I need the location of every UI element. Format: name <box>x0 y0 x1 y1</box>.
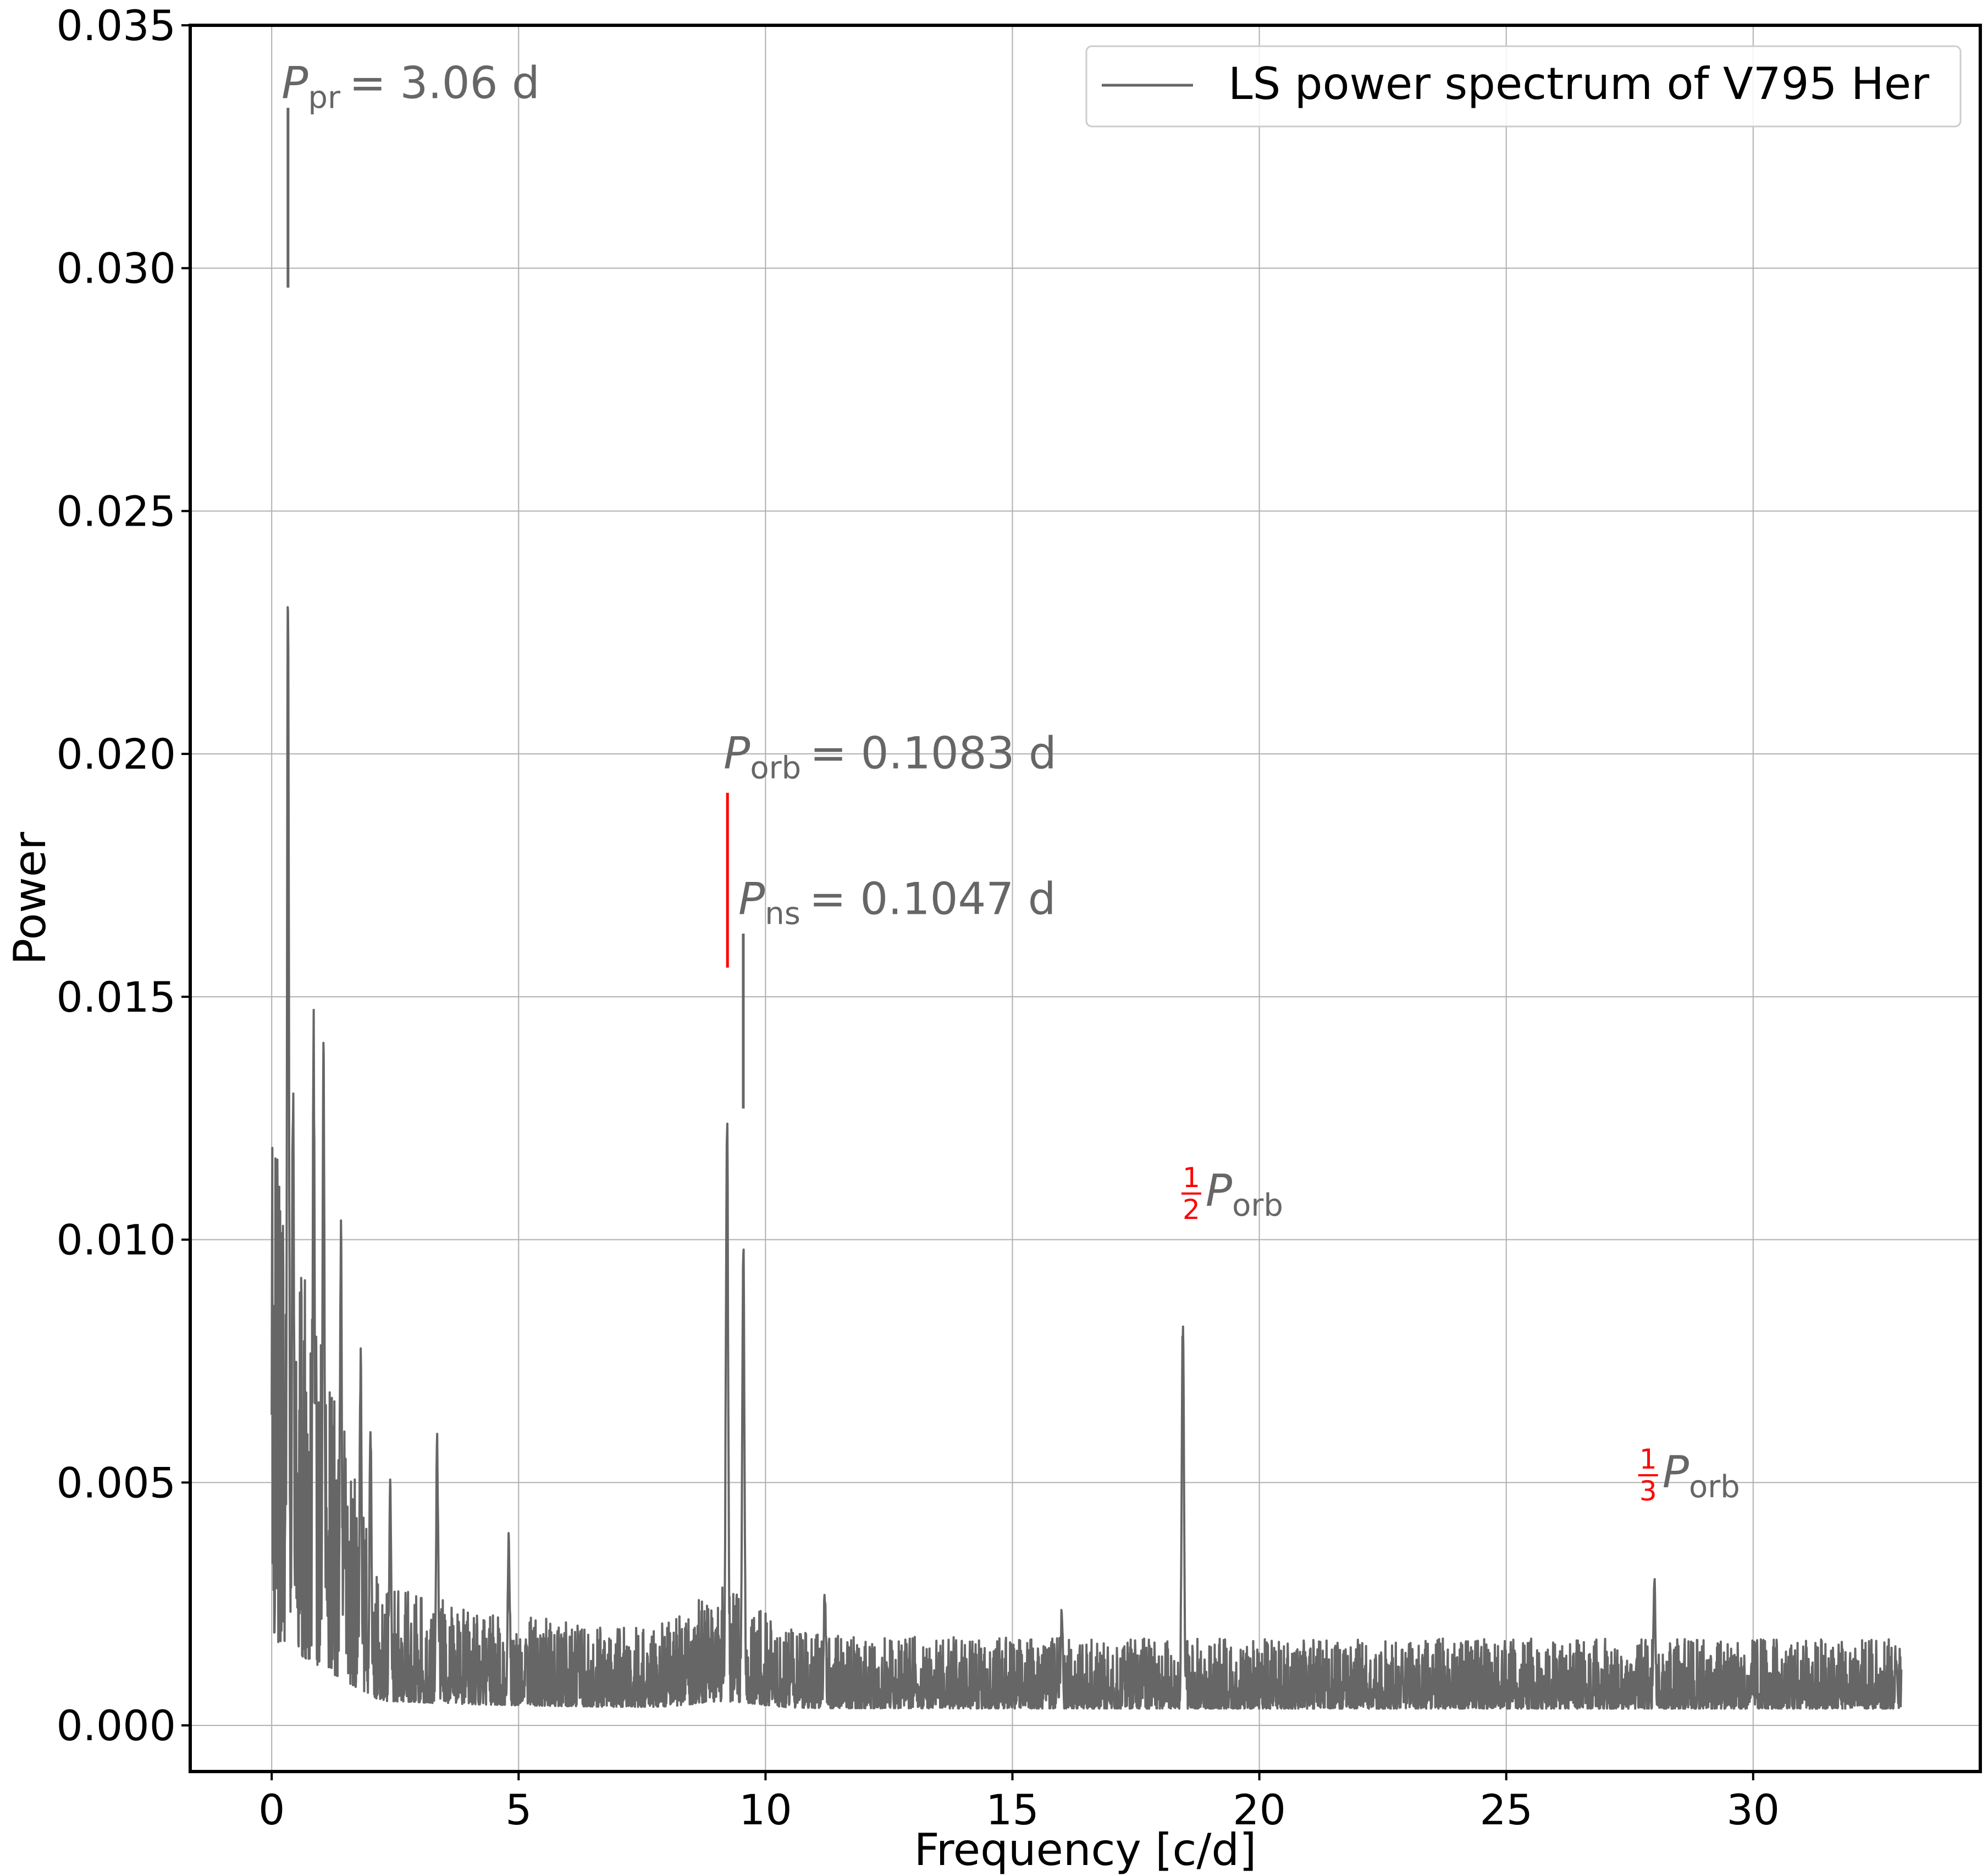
annotation-third: 13 Porb <box>1638 1443 1740 1507</box>
fraction-numerator: 1 <box>1183 1162 1200 1194</box>
y-tick-label: 0.030 <box>56 244 176 293</box>
x-tick-label: 25 <box>1479 1785 1533 1834</box>
fraction-numerator: 1 <box>1639 1443 1657 1475</box>
annotation-text: Porb <box>1206 1165 1283 1223</box>
x-tick-label: 5 <box>505 1785 532 1834</box>
annotation-text: Porb <box>1663 1447 1740 1505</box>
fraction-denominator: 2 <box>1183 1194 1200 1226</box>
annotation-text: Porb = 0.1083 d <box>724 728 1057 786</box>
legend-box <box>1085 45 1962 128</box>
x-tick-label: 0 <box>258 1785 285 1834</box>
axis-ticks: 0 5 10 15 20 25 30 0.000 0.005 0.010 0.015 0.020 0.0… <box>56 1 1780 1834</box>
legend-entry-label: LS power spectrum of V795 Her <box>1228 58 1929 109</box>
x-tick-label: 30 <box>1726 1785 1780 1834</box>
y-axis-label: Power <box>4 832 56 965</box>
legend: LS power spectrum of V795 Her <box>1085 45 1962 128</box>
x-tick-label: 10 <box>739 1785 792 1834</box>
annotation-text: Pns = 0.1047 d <box>738 874 1056 932</box>
y-tick-label: 0.015 <box>56 973 176 1022</box>
y-tick-label: 0.025 <box>56 487 176 536</box>
y-tick-label: 0.005 <box>56 1458 176 1507</box>
y-tick-label: 0.000 <box>56 1701 176 1750</box>
y-tick-label: 0.010 <box>56 1216 176 1265</box>
y-tick-label: 0.020 <box>56 730 176 779</box>
annotation-orb: Porb = 0.1083 d <box>724 728 1057 786</box>
annotation-ns: Pns = 0.1047 d <box>738 874 1056 932</box>
fraction-denominator: 3 <box>1639 1475 1657 1507</box>
x-tick-label: 15 <box>986 1785 1039 1834</box>
x-tick-label: 20 <box>1233 1785 1286 1834</box>
annotation-pr: Ppr = 3.06 d <box>281 58 540 116</box>
annotation-half: 12 Porb <box>1181 1162 1283 1226</box>
y-tick-label: 0.035 <box>56 1 176 50</box>
plot-frame <box>189 24 1982 1773</box>
x-axis-label: Frequency [c/d] <box>914 1824 1257 1875</box>
spectrum-series <box>270 606 1903 1710</box>
annotation-text: Ppr = 3.06 d <box>281 58 540 116</box>
spectrum-line <box>270 606 1903 1710</box>
period-markers <box>286 108 745 1109</box>
